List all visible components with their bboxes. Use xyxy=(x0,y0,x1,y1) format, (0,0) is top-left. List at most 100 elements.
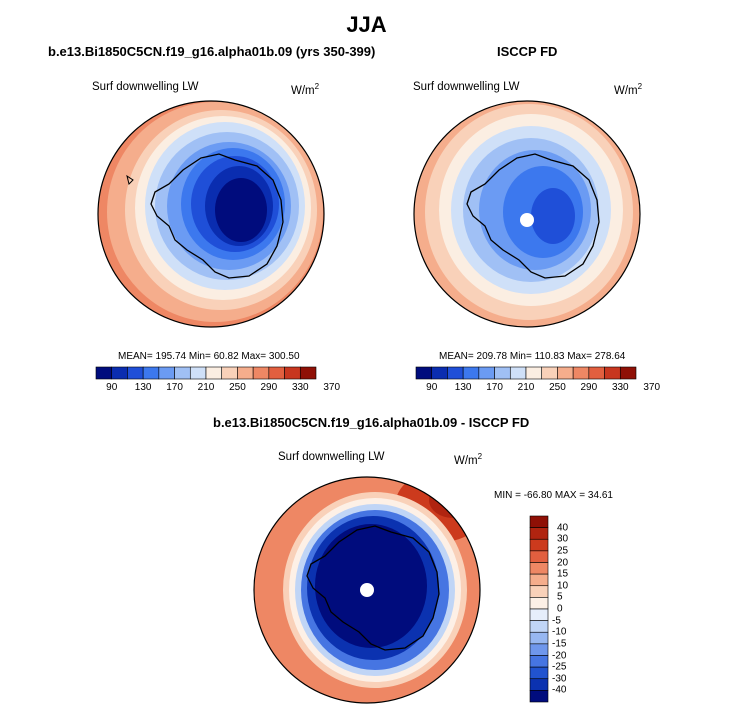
panel-1-colorbar-tick-label: 370 xyxy=(323,382,341,393)
panel-1-colorbar-swatch xyxy=(95,366,113,380)
panel-1-colorbar-swatch xyxy=(205,366,223,380)
panel-1-colorbar-swatch xyxy=(189,366,207,380)
panel-2-colorbar-swatch xyxy=(509,366,527,380)
panel-3-colorbar-swatch xyxy=(529,527,549,540)
panel-3-colorbar xyxy=(529,515,549,703)
panel-3-colorbar-swatch xyxy=(529,655,549,668)
panel-3-stats: MIN = -66.80 MAX = 34.61 xyxy=(494,490,613,501)
panel-2-variable-label: Surf downwelling LW xyxy=(413,81,520,93)
panel-1-colorbar-swatch xyxy=(237,366,254,380)
panel-3-colorbar-tick-label: 20 xyxy=(557,557,569,568)
panel-1-variable-label: Surf downwelling LW xyxy=(92,81,199,93)
panel-2-colorbar-tick-label: 90 xyxy=(426,382,438,393)
panel-1-coastline xyxy=(150,153,284,279)
panel-2-colorbar-swatch xyxy=(557,366,574,380)
panel-2-colorbar-tick-label: 130 xyxy=(454,382,472,393)
panel-1-colorbar-swatch xyxy=(158,366,175,380)
panel-3-colorbar-swatch xyxy=(529,597,549,610)
panel-3-colorbar-tick-label: -40 xyxy=(552,684,567,696)
panel-1-colorbar-swatch xyxy=(111,366,128,380)
panel-3-coastline xyxy=(306,525,440,651)
panel-1-colorbar-swatch xyxy=(142,366,160,380)
panel-2-colorbar-swatch xyxy=(541,366,558,380)
panel-1-colorbar-swatch xyxy=(174,366,191,380)
panel-3-colorbar-ticks: 40 30 25 20 15 10 5 0 -5 -10 -15 -20 -25 -30 -40 xyxy=(552,516,592,702)
panel-2-units: W/m2 xyxy=(614,82,643,97)
panel-1-stats: MEAN= 195.74 Min= 60.82 Max= 300.50 xyxy=(118,351,300,362)
page-title: JJA xyxy=(346,12,387,37)
panel-2-colorbar-swatch xyxy=(619,366,637,380)
panel-1-colorbar-swatch xyxy=(221,366,238,380)
panel-3-variable-label: Surf downwelling LW xyxy=(278,451,385,463)
panel-3-colorbar-tick-label: 10 xyxy=(557,580,569,592)
panel-2-colorbar-tick-label: 290 xyxy=(580,382,598,393)
panel-3-colorbar-tick-label: 30 xyxy=(557,533,569,545)
panel-1-colorbar-tick-label: 130 xyxy=(134,382,152,393)
panel-3-colorbar-tick-label: -20 xyxy=(552,650,567,661)
panel-1-colorbar-swatch xyxy=(299,366,317,380)
panel-3-colorbar-swatch xyxy=(529,666,549,680)
panel-3-colorbar-tick-label: -30 xyxy=(552,673,567,685)
panel-3-units: W/m2 xyxy=(454,452,483,467)
panel-3-colorbar-swatch xyxy=(529,690,549,703)
panel-2-colorbar-swatch xyxy=(447,366,464,380)
panel-2-colorbar-swatch xyxy=(525,366,543,380)
panel-2-pole-marker xyxy=(520,213,534,227)
panel-1-colorbar-swatch xyxy=(284,366,301,380)
panel-2-colorbar-swatch xyxy=(462,366,480,380)
panel-2-colorbar-swatch xyxy=(494,366,511,380)
panel-3-colorbar-swatch xyxy=(529,515,549,528)
panel-3-colorbar-swatch xyxy=(529,550,549,563)
panel-1-colorbar-swatch xyxy=(252,366,270,380)
panel-3-colorbar-swatch xyxy=(529,678,549,691)
panel-1-peninsula-outline xyxy=(126,174,134,185)
panel-2-colorbar-swatch xyxy=(415,366,433,380)
panel-3-colorbar-swatch xyxy=(529,631,549,645)
panel-2-colorbar-ticks: 90 130 170 210 250 290 330 370 xyxy=(416,382,660,394)
panel-1-colorbar-tick-label: 170 xyxy=(166,382,183,393)
panel-2-colorbar-tick-label: 210 xyxy=(517,382,535,393)
panel-1-colorbar-tick-label: 90 xyxy=(106,382,118,393)
panel-3-polar-map xyxy=(253,476,481,704)
panel-2-colorbar-tick-label: 170 xyxy=(486,382,503,393)
panel-2-colorbar-swatch xyxy=(588,366,605,380)
panel-1-colorbar-tick-label: 330 xyxy=(291,382,309,393)
panel-2-polar-map xyxy=(413,100,641,328)
panel-3-colorbar-tick-label: 5 xyxy=(557,591,563,603)
panel-3-colorbar-swatch xyxy=(529,608,549,621)
panel-2-stats: MEAN= 209.78 Min= 110.83 Max= 278.64 xyxy=(439,351,626,362)
panel-2-colorbar-swatch xyxy=(478,366,495,380)
panel-3-colorbar-tick-label: 25 xyxy=(557,545,569,557)
panel-3-colorbar-tick-label: 40 xyxy=(557,522,569,534)
panel-2-colorbar-tick-label: 370 xyxy=(643,382,661,393)
panel-1-colorbar-tick-label: 250 xyxy=(229,382,246,393)
panel-2-colorbar-swatch xyxy=(604,366,621,380)
panel-2-title: ISCCP FD xyxy=(497,44,558,59)
panel-3-colorbar-tick-label: 15 xyxy=(557,568,569,580)
panel-2-colorbar-tick-label: 330 xyxy=(611,382,629,393)
panel-3-colorbar-tick-label: -15 xyxy=(552,638,567,650)
panel-3-colorbar-tick-label: -25 xyxy=(552,661,567,673)
panel-3-colorbar-swatch xyxy=(529,585,549,598)
panel-3-colorbar-tick-label: -10 xyxy=(552,626,567,638)
panel-2-colorbar-tick-label: 250 xyxy=(549,382,566,393)
panel-3-colorbar-tick-label: 0 xyxy=(557,603,563,615)
panel-1-colorbar-tick-label: 290 xyxy=(260,382,278,393)
panel-3-colorbar-swatch xyxy=(529,562,549,575)
panel-2-colorbar-swatch xyxy=(572,366,590,380)
panel-1-title: b.e13.Bi1850C5CN.f19_g16.alpha01b.09 (yr… xyxy=(48,44,376,59)
panel-2-colorbar xyxy=(415,366,637,380)
panel-3-colorbar-tick-label: -5 xyxy=(552,615,561,627)
panel-1-colorbar-ticks: 90 130 170 210 250 290 330 370 xyxy=(96,382,340,394)
panel-1-units: W/m2 xyxy=(291,82,320,97)
panel-3-colorbar-swatch xyxy=(529,643,549,656)
panel-1-polar-map xyxy=(97,100,325,328)
panel-3-colorbar-swatch xyxy=(529,573,549,587)
panel-1-colorbar xyxy=(95,366,317,380)
panel-3-colorbar-swatch xyxy=(529,538,549,552)
panel-3-pole-marker xyxy=(360,583,374,597)
panel-3-title: b.e13.Bi1850C5CN.f19_g16.alpha01b.09 - I… xyxy=(213,415,530,430)
panel-3-colorbar-swatch xyxy=(529,620,549,633)
panel-1-colorbar-tick-label: 210 xyxy=(197,382,215,393)
panel-1-colorbar-swatch xyxy=(127,366,144,380)
